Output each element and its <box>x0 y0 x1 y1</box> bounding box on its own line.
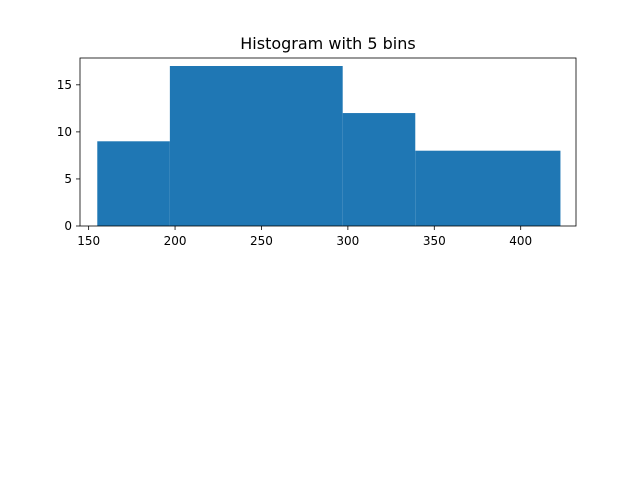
y-tick-label: 5 <box>64 172 72 186</box>
histogram-bar <box>342 113 416 226</box>
x-tick-label: 250 <box>250 234 273 248</box>
x-tick-label: 300 <box>336 234 359 248</box>
histogram-bar <box>97 141 170 226</box>
histogram-bar <box>169 66 343 226</box>
y-axis: 0 5 10 15 <box>57 78 80 233</box>
x-tick-label: 150 <box>77 234 100 248</box>
y-tick-label: 10 <box>57 125 72 139</box>
chart-title: Histogram with 5 bins <box>240 34 415 53</box>
x-tick-label: 350 <box>423 234 446 248</box>
bars-group <box>97 66 561 226</box>
x-tick-label: 200 <box>164 234 187 248</box>
plot-frame <box>79 57 577 227</box>
x-axis: 150 200 250 300 350 400 <box>77 226 532 248</box>
x-tick-label: 400 <box>509 234 532 248</box>
histogram-bar <box>415 150 561 226</box>
y-tick-label: 0 <box>64 219 72 233</box>
y-tick-label: 15 <box>57 78 72 92</box>
